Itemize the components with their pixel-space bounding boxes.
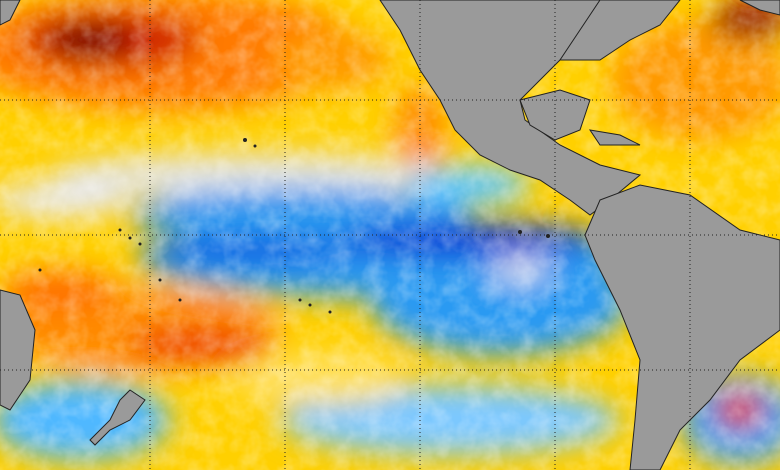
north-america-east [519,89,591,141]
australia [0,289,36,411]
caribbean-islands [588,129,641,146]
asia [0,0,21,26]
pacific-islands [38,138,550,314]
europe [739,0,780,16]
north-america-north [559,0,681,61]
new-zealand [89,389,146,446]
south-america [584,184,780,470]
